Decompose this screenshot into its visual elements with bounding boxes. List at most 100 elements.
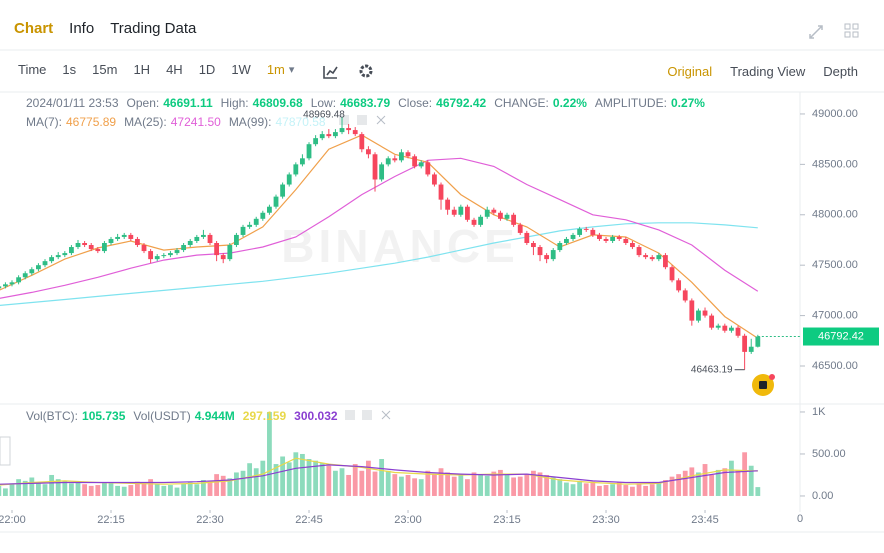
interval[interactable]: 1H xyxy=(133,62,151,77)
volume-bar xyxy=(722,468,728,496)
candle-body xyxy=(240,226,246,235)
volume-bar xyxy=(214,474,220,496)
candle-body xyxy=(557,243,563,251)
interval[interactable]: 4H xyxy=(166,62,183,77)
candle-body xyxy=(267,206,272,213)
volume-bar xyxy=(715,469,721,496)
candle-body xyxy=(36,265,41,270)
tab[interactable]: Info xyxy=(69,20,95,37)
info-value: 0.22% xyxy=(552,96,587,110)
candle-body xyxy=(735,327,741,336)
volume-bar xyxy=(484,475,490,496)
candle-body xyxy=(207,234,213,244)
candle-body xyxy=(313,138,319,145)
volume-bar xyxy=(319,463,325,496)
candle-body xyxy=(491,209,497,213)
info-label: Open: xyxy=(126,96,160,110)
vol-close-button[interactable] xyxy=(381,410,391,420)
view-option[interactable]: Original xyxy=(667,64,713,79)
candle-body xyxy=(260,212,266,219)
layout-icon xyxy=(852,23,859,30)
candle-body xyxy=(649,257,655,260)
interval[interactable]: 1s xyxy=(62,62,77,77)
candle-body xyxy=(425,162,431,175)
candle-body xyxy=(504,214,510,219)
volume-bar xyxy=(36,482,41,496)
candle-body xyxy=(682,290,688,301)
candle-body xyxy=(75,243,81,248)
volume-bar xyxy=(267,411,272,496)
candle-body xyxy=(412,156,418,167)
candle-body xyxy=(280,184,286,197)
volume-bar xyxy=(564,482,569,496)
tab[interactable]: Trading Data xyxy=(110,20,197,37)
settings-icon[interactable] xyxy=(359,64,373,78)
ma-eye-button[interactable] xyxy=(339,115,349,125)
view-switch: Original Trading View Depth xyxy=(667,64,858,79)
interval[interactable]: 1m xyxy=(266,62,285,77)
candle-body xyxy=(253,218,259,225)
x-tick-label: 22:15 xyxy=(97,514,125,526)
volume-bar xyxy=(537,472,543,496)
volume-bar xyxy=(451,476,457,496)
info-label: Vol(BTC): xyxy=(26,409,79,423)
interval[interactable]: 15m xyxy=(92,62,118,77)
ma-close-button[interactable] xyxy=(376,115,386,125)
candle-body xyxy=(458,206,464,215)
candle-body xyxy=(168,253,173,256)
interval[interactable]: Time xyxy=(18,62,47,77)
volume-bar xyxy=(168,485,173,496)
volume-bar xyxy=(201,480,206,496)
dropdown-caret[interactable]: ▾ xyxy=(288,64,295,76)
volume-info: Vol(BTC): 105.735 Vol(USDT) 4.944M 297.159… xyxy=(26,409,342,423)
info-value: 0.27% xyxy=(670,96,705,110)
expand-icon[interactable] xyxy=(809,25,823,39)
side-toggle[interactable] xyxy=(0,436,11,466)
ma-settings-button[interactable] xyxy=(357,115,367,125)
volume-bar xyxy=(392,474,398,496)
vol-settings-button[interactable] xyxy=(362,410,372,420)
interval[interactable]: 1D xyxy=(198,62,216,77)
info-value: 4.944M xyxy=(194,409,235,423)
volume-bar xyxy=(174,487,180,496)
candle-body xyxy=(181,245,187,251)
interval[interactable]: 1W xyxy=(231,62,251,77)
candle-body xyxy=(709,315,715,328)
layout-icon[interactable] xyxy=(844,23,851,30)
x-tick-label: 22:45 xyxy=(295,514,323,526)
volume-bar xyxy=(544,474,550,496)
info-value: 46683.79 xyxy=(340,96,391,110)
chat-icon xyxy=(759,381,767,389)
volume-bar xyxy=(9,483,15,496)
candle-body xyxy=(471,219,477,225)
volume-bar xyxy=(135,481,140,496)
view-option[interactable]: Trading View xyxy=(730,64,806,79)
view-option[interactable]: Depth xyxy=(823,64,858,79)
candle-body xyxy=(220,255,226,260)
info-value: 46809.68 xyxy=(252,96,303,110)
x-tick-label: 23:30 xyxy=(592,514,620,526)
volume-bar xyxy=(709,474,715,496)
candle-body xyxy=(577,228,583,235)
volume-bar xyxy=(742,452,748,496)
candle-body xyxy=(610,236,616,241)
volume-bar xyxy=(649,484,655,496)
volume-bar xyxy=(399,476,404,496)
volume-bar xyxy=(471,472,477,496)
volume-bar xyxy=(385,470,391,496)
volume-bar xyxy=(359,470,365,496)
candle-body xyxy=(564,238,569,244)
candle-body xyxy=(669,267,675,281)
y-tick-label: 48500.00 xyxy=(812,158,858,170)
candle-body xyxy=(432,174,437,185)
candle-body xyxy=(366,149,371,155)
candle-body xyxy=(286,174,292,185)
indicator-icon[interactable] xyxy=(323,66,338,79)
watermark: BINANCE xyxy=(281,220,519,272)
tab[interactable]: Chart xyxy=(14,20,54,37)
volume-bar xyxy=(62,480,68,496)
candle-body xyxy=(346,128,352,131)
volume-bar xyxy=(273,464,279,496)
vol-eye-button[interactable] xyxy=(345,410,355,420)
volume-bar xyxy=(141,483,147,496)
